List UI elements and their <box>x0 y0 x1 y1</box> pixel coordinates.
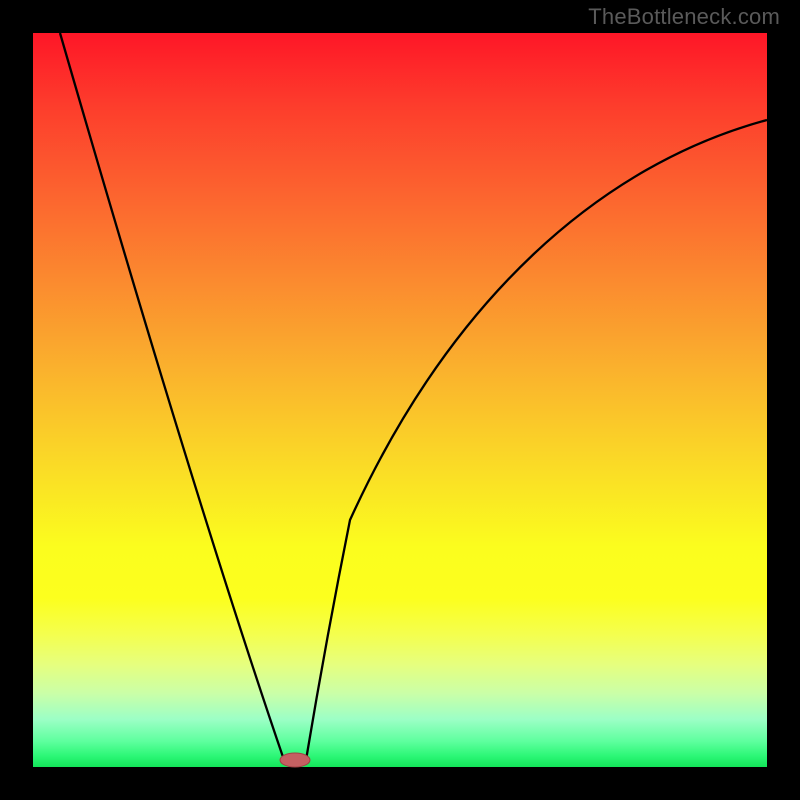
minimum-marker <box>280 753 310 767</box>
watermark-text: TheBottleneck.com <box>588 4 780 30</box>
chart-container: TheBottleneck.com <box>0 0 800 800</box>
bottleneck-chart <box>0 0 800 800</box>
plot-background <box>33 33 767 767</box>
